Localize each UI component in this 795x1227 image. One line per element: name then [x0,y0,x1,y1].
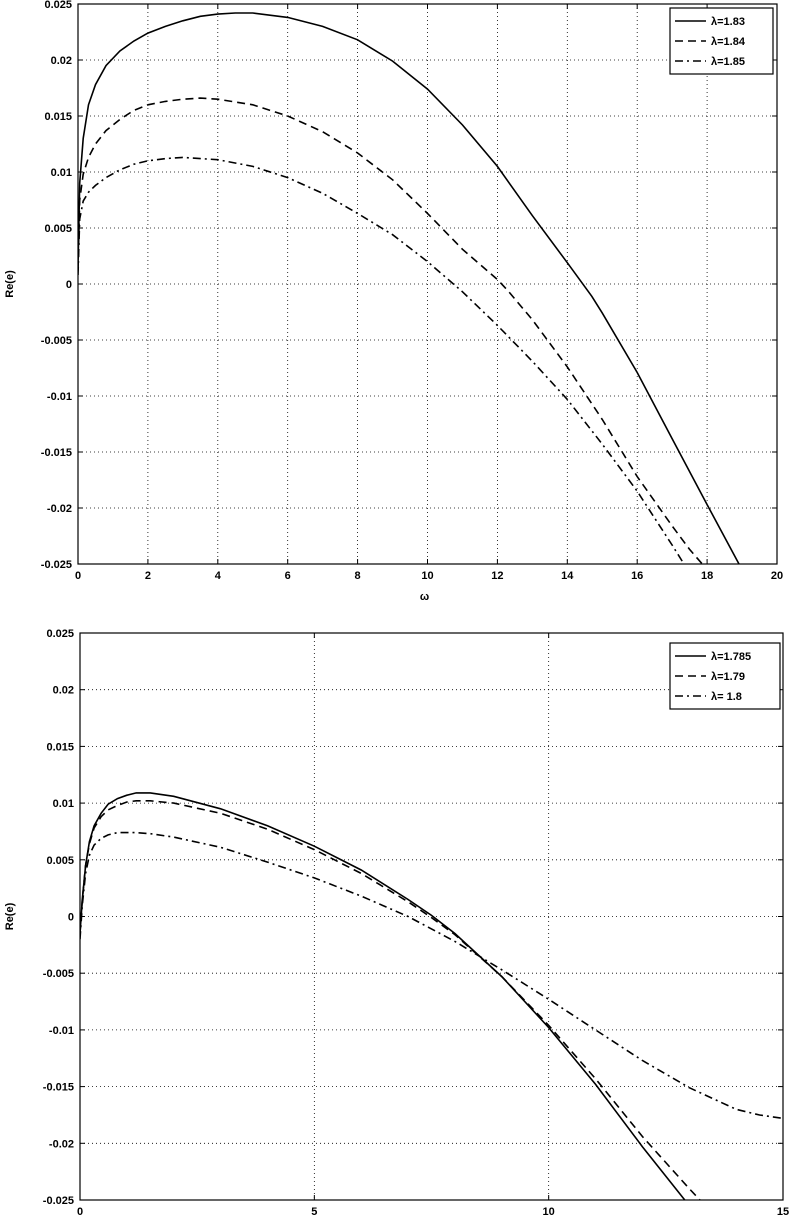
x-tick-label: 2 [145,570,151,582]
y-tick-label: -0.025 [41,559,72,571]
x-tick-label: 15 [777,1206,789,1218]
y-tick-label: 0 [66,279,72,291]
legend-label: λ=1.83 [711,16,745,28]
y-tick-label: -0.01 [49,1025,74,1037]
legend: λ=1.785 λ=1.79 λ= 1.8 [669,642,781,710]
y-tick-label: -0.005 [43,968,74,980]
x-axis-label: ω [420,591,429,603]
bottom-chart: 0 5 10 15 0.025 0.02 0.015 0.01 0.005 0 -0.005 -0.0… [4,628,789,1218]
y-tick-label: 0.02 [53,685,74,697]
y-tick-label: 0.005 [46,855,74,867]
y-axis-label: Re(e) [4,902,16,930]
y-tick-label: -0.015 [41,447,72,459]
series-line-solid [80,792,686,1200]
y-tick-label: 0.005 [44,223,72,235]
x-tick-label: 16 [631,570,643,582]
y-tick-label: 0.025 [46,628,74,640]
legend-label: λ=1.84 [711,36,746,48]
x-tick-label: 14 [561,570,574,582]
x-tick-label: 18 [701,570,713,582]
x-tick-label: 4 [215,570,222,582]
legend-label: λ= 1.8 [711,691,742,703]
x-tick-label: 12 [491,570,503,582]
series-line-solid [78,12,740,564]
x-tick-label: 6 [285,570,291,582]
y-tick-label: 0.01 [53,798,74,810]
legend-label: λ=1.785 [711,651,751,663]
y-tick-label: 0.025 [44,0,72,11]
x-tick-label: 0 [77,1206,83,1218]
y-tick-label: 0 [68,912,74,924]
series-line-dashed [78,97,704,564]
legend-label: λ=1.79 [711,671,745,683]
y-tick-label: -0.025 [43,1195,74,1207]
series-line-dashed [80,800,702,1200]
y-tick-label: -0.02 [47,503,72,515]
y-tick-label: -0.02 [49,1138,74,1150]
x-tick-label: 8 [355,570,361,582]
series-line-dashdot [78,156,684,563]
y-axis-label: Re(e) [4,270,16,298]
legend-box [669,7,774,75]
y-tick-label: -0.005 [41,335,72,347]
x-tick-label: 5 [311,1206,317,1218]
y-tick-label: -0.015 [43,1082,74,1094]
legend-label: λ=1.85 [711,56,745,68]
x-tick-label: 0 [75,570,81,582]
legend: λ=1.83 λ=1.84 λ=1.85 [669,7,774,75]
plot-frame [77,3,778,565]
series-line-dashdot [80,831,783,1120]
x-tick-label: 10 [421,570,433,582]
top-chart: 0 2 4 6 8 10 12 14 16 18 20 0.025 0.02 0.015 0.01 0.005… [4,0,783,603]
x-tick-label: 20 [771,570,783,582]
plot-frame [79,632,784,1201]
y-tick-label: 0.02 [51,55,72,67]
y-tick-label: -0.01 [47,391,72,403]
x-tick-label: 10 [543,1206,555,1218]
y-tick-label: 0.01 [51,167,72,179]
y-tick-label: 0.015 [44,111,72,123]
y-tick-label: 0.015 [46,741,74,753]
